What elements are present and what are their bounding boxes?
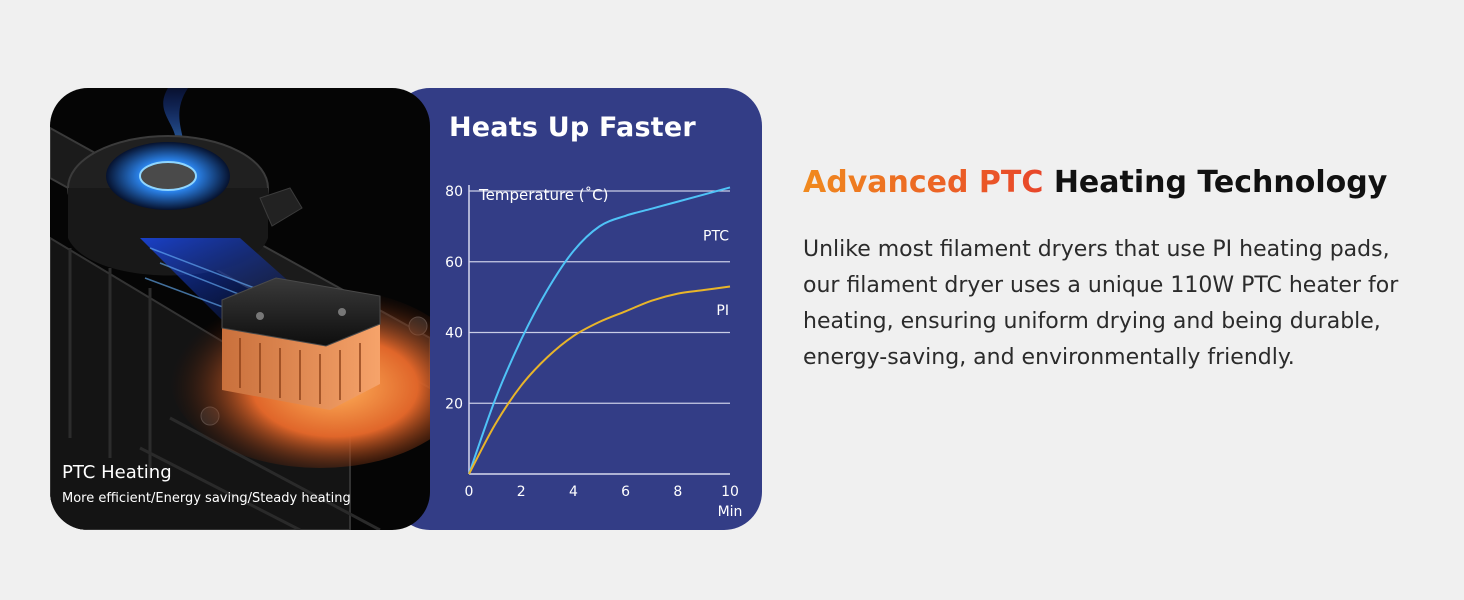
y-tick-label-20: 20 (445, 396, 463, 412)
description-paragraph: Unlike most filament dryers that use PI … (803, 237, 1399, 370)
y-tick-label-80: 80 (445, 184, 463, 200)
photo-caption-title: PTC Heating (62, 462, 172, 483)
heading-accent: Advanced PTC (803, 165, 1044, 200)
photo-caption-subtitle: More efficient/Energy saving/Steady heat… (62, 491, 351, 506)
x-tick-label-4: 4 (569, 484, 578, 500)
chart-title: Heats Up Faster (449, 112, 696, 143)
y-tick-label-60: 60 (445, 255, 463, 271)
chart-card (392, 88, 762, 530)
series-line-pi (468, 285, 731, 475)
temperature-chart: 20 40 60 80 0 2 4 6 8 10 Temperature (˚C) Min PTC PI (445, 184, 743, 520)
x-tick-label-2: 2 (517, 484, 526, 500)
x-axis-label: Min (718, 504, 743, 520)
x-tick-label-0: 0 (465, 484, 474, 500)
series-label-pi: PI (716, 303, 729, 319)
heading-rest: Heating Technology (1043, 165, 1388, 200)
x-tick-label-8: 8 (673, 484, 682, 500)
section-heading: Advanced PTC Heating Technology (803, 165, 1387, 200)
x-tick-label-6: 6 (621, 484, 630, 500)
ptc-heater-illustration (50, 88, 430, 530)
ptc-heater-photo: PTC Heating More efficient/Energy saving… (50, 88, 430, 530)
y-axis-label: Temperature (˚C) (478, 186, 608, 204)
x-tick-label-10: 10 (721, 484, 739, 500)
y-tick-label-40: 40 (445, 326, 463, 342)
series-label-ptc: PTC (703, 229, 729, 245)
series-line-ptc (468, 186, 731, 475)
